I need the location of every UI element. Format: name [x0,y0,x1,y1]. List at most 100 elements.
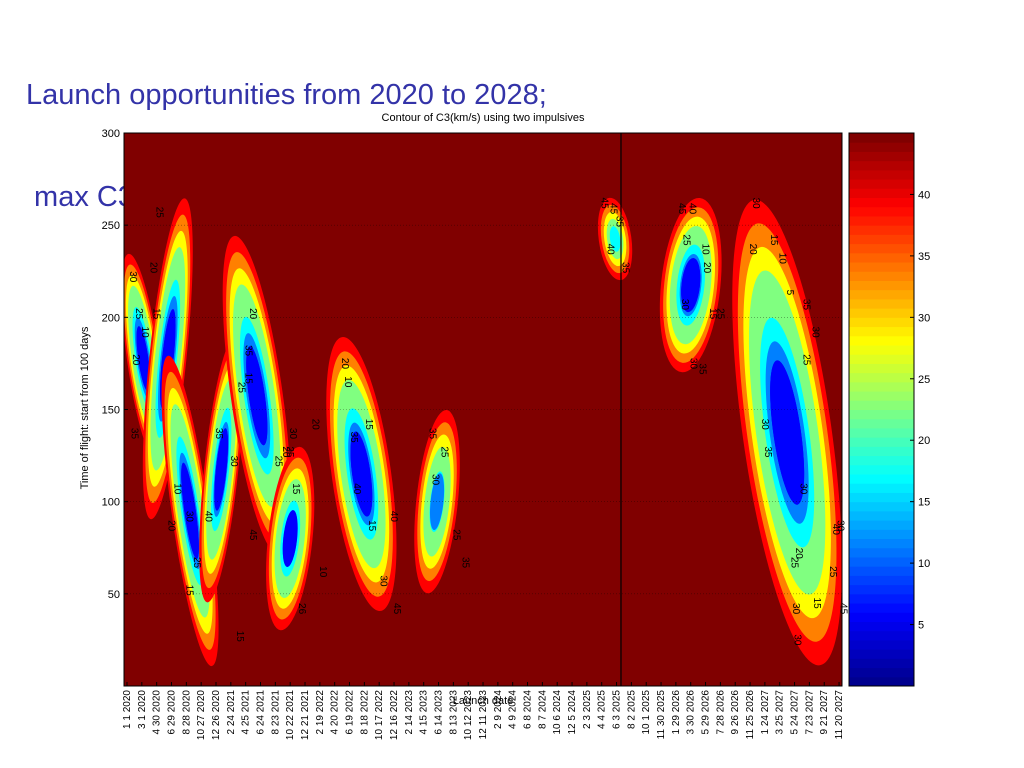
contour-label: 35 [762,446,773,458]
colorbar-step [849,372,914,383]
x-tick-label: 12 21 2021 [300,690,311,740]
colorbar-step [849,593,914,604]
contour-label: 40 [388,511,399,523]
colorbar-step [849,169,914,180]
colorbar-step [849,621,914,632]
y-tick-label: 50 [108,589,120,601]
colorbar-tick-label: 40 [918,189,930,201]
colorbar-step [849,400,914,410]
contour-label: 30 [809,327,820,339]
colorbar-step [849,427,914,438]
x-tick-label: 4 15 2023 [419,690,430,735]
contour-band [429,473,445,531]
contour-label: 35 [459,557,470,569]
x-tick-label: 8 2 2025 [626,690,637,729]
colorbar-step [849,271,914,281]
x-tick-label: 12 16 2022 [389,690,400,740]
contour-label: 40 [203,511,214,523]
contour-band [770,360,805,505]
contour-label: 15 [243,373,254,385]
colorbar-step [849,566,914,576]
x-tick-label: 6 8 2024 [523,690,534,729]
contour-label: 25 [827,566,838,578]
contour-label: 15 [811,598,822,610]
x-tick-label: 6 14 2023 [434,690,445,735]
contour-label: 20 [701,262,712,274]
y-tick-label: 100 [102,497,120,509]
contour-label: 30 [183,511,194,523]
x-tick-label: 4 9 2024 [508,690,519,729]
contour-label: 10 [139,327,150,339]
x-tick-label: 4 20 2022 [330,690,341,735]
x-tick-label: 4 30 2020 [152,690,163,735]
launch-window [266,446,315,631]
x-tick-label: 5 29 2026 [701,690,712,735]
y-tick-label: 150 [102,405,120,417]
contour-label: 35 [619,262,630,274]
colorbar-step [849,575,914,586]
contour-label: 25 [191,557,202,569]
colorbar-step [849,612,914,622]
contour-label: 25 [284,446,295,458]
contour-label: 35 [213,428,224,440]
contour-label: 45 [599,198,610,210]
x-tick-label: 6 3 2025 [612,690,623,729]
contour-label: 20 [280,446,291,458]
colorbar-step [849,308,914,318]
x-tick-label: 6 19 2022 [345,690,356,735]
x-tick-label: 10 1 2025 [641,690,652,735]
contour-label: 25 [789,557,800,569]
colorbar-step [849,556,914,567]
x-tick-label: 10 6 2024 [552,690,563,735]
contour-label: 30 [378,575,389,587]
colorbar-step [849,446,914,457]
x-tick-label: 11 25 2026 [745,690,756,740]
launch-window [659,197,722,373]
contour-label: 15 [707,308,718,320]
x-tick-label: 3 1 2020 [137,690,148,729]
contour-label: 25 [450,529,461,541]
contour-label: 15 [366,520,377,532]
contour-label: 30 [287,428,298,440]
colorbar-step [849,649,914,659]
contour-label: 25 [680,234,691,246]
contour-label: 30 [759,419,770,431]
contour-label: 35 [800,299,811,311]
contour-label: 25 [154,207,165,219]
contour-label: 30 [228,456,239,468]
contour-label: 25 [438,446,449,458]
colorbar-step [849,363,914,374]
contour-band [282,510,298,567]
contour-band [181,462,199,559]
x-tick-label: 10 12 2023 [463,690,474,740]
colorbar-step [849,280,914,291]
x-tick-label: 10 17 2022 [374,690,385,740]
x-tick-label: 12 26 2020 [211,690,222,740]
colorbar-step [849,474,914,484]
colorbar-step [849,179,914,189]
contour-band [609,226,621,252]
x-tick-label: 7 28 2026 [715,690,726,735]
colorbar-step [849,483,914,493]
contour-label: 45 [608,203,619,215]
contour-label: 25 [235,382,246,394]
contour-label: 25 [800,354,811,366]
x-tick-label: 9 26 2026 [730,690,741,735]
contour-label: 40 [351,483,362,495]
colorbar-step [849,381,914,392]
colorbar-step [849,197,914,208]
launch-window [732,199,842,666]
x-tick-label: 1 24 2027 [760,690,771,735]
colorbar-step [849,317,914,328]
colorbar-step [849,326,914,337]
contour-label: 15 [768,234,779,246]
contour-label: 30 [797,483,808,495]
contour-label: 10 [777,253,788,265]
x-tick-label: 2 9 2024 [493,690,504,729]
contour-label: 35 [243,345,254,357]
colorbar-step [849,584,914,595]
contour-label: 15 [183,585,194,597]
contour-label: 30 [792,634,803,646]
y-tick-label: 250 [102,220,120,232]
